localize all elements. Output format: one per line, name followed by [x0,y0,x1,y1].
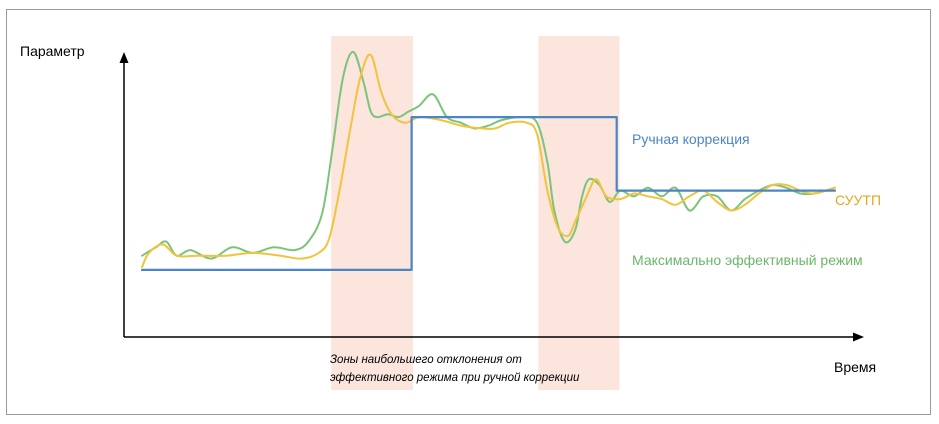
x-axis-label: Время [834,359,876,375]
legend-label-auto: СУУТП [835,192,881,208]
y-axis-label: Параметр [20,43,85,59]
axes-layer [119,52,864,342]
legend-label-max: Максимально эффективный режим [632,252,863,268]
chart-frame [6,9,931,415]
x-axis-arrow [853,332,864,342]
zones-label-line-2: эффективного режима при ручной коррекции [330,372,580,384]
series-line-manual [140,116,837,271]
series-line-auto [141,53,836,269]
legend-label-manual: Ручная коррекция [632,131,750,147]
zones-label-line-1: Зоны наибольшего отклонения от [330,354,522,366]
series-layer [140,51,837,271]
y-axis-arrow [119,52,129,63]
series-line-max [141,51,836,260]
zones-layer [331,36,620,390]
deviation-zone-1 [331,36,413,390]
